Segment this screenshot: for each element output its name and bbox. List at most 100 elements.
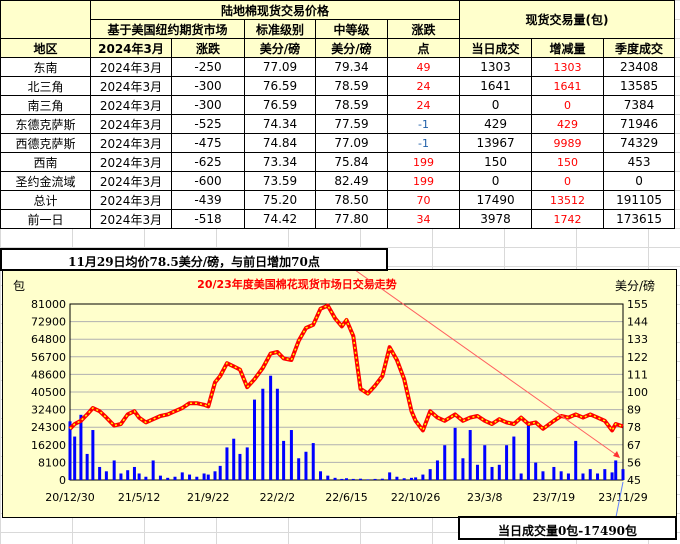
volume-bar (218, 465, 222, 480)
cotton-spot-chart: 81000 155 72900 144 64800 133 56700 122 48600 111… (2, 269, 677, 518)
table-cell: -525 (171, 114, 245, 134)
price-line (68, 303, 624, 433)
table-cell: 2024年3月 (90, 114, 172, 134)
volume-bar (188, 474, 192, 480)
column-header: 美分/磅 (244, 38, 316, 58)
spot-price-table: 陆地棉现货交易价格 现货交易量(包) 基于美国纽约期货市场 标准级别 中等级 涨… (0, 0, 676, 229)
volume-bar (588, 469, 592, 480)
x-tick: 22/6/15 (325, 491, 367, 504)
table-cell: 24 (386, 95, 461, 115)
table-cell: 49 (386, 57, 461, 77)
table-cell: 82.49 (315, 171, 388, 191)
volume-bar (126, 470, 130, 480)
volume-bar (610, 472, 614, 480)
volume-bar (541, 471, 545, 480)
table-cell: 453 (603, 152, 676, 172)
volume-bar (409, 477, 413, 480)
volume-caption: 当日成交量0包-17490包 (458, 516, 677, 540)
annotation-arrow-red (354, 269, 619, 457)
volume-bar (213, 471, 217, 480)
volume-bar (483, 445, 487, 480)
table-cell: 150 (531, 152, 605, 172)
column-header: 地区 (0, 38, 91, 58)
volume-bar (253, 399, 257, 480)
volume-bar (119, 473, 123, 480)
table-row: 圣约金流域 2024年3月 -600 73.59 82.49 199 0 0 0 (0, 171, 676, 191)
volume-bar (461, 458, 465, 480)
volume-bar (395, 476, 399, 480)
sub-header: 中等级 (315, 19, 388, 39)
table-cell: 1303 (459, 57, 533, 77)
table-cell: -300 (171, 95, 245, 115)
y-tick-left: 72900 (31, 316, 66, 329)
table-cell: 74.84 (244, 133, 316, 153)
table-cell: 0 (531, 171, 605, 191)
table-cell: 73.34 (244, 152, 316, 172)
y-tick-right: 78 (627, 421, 641, 434)
y-tick-right: 89 (627, 404, 641, 417)
y-tick-left: 81000 (31, 298, 66, 311)
table-cell: -300 (171, 76, 245, 96)
price-caption: 11月29日均价78.5美分/磅，与前日增加70点 (0, 248, 388, 271)
volume-bar (359, 478, 363, 480)
table-row: 前一日 2024年3月 -518 74.42 77.80 34 3978 1742 173615 (0, 209, 676, 229)
volume-bar (132, 466, 136, 480)
sub-header: 基于美国纽约期货市场 (90, 19, 245, 39)
volume-bar (566, 473, 570, 480)
x-tick: 23/3/8 (467, 491, 502, 504)
table-cell: 前一日 (0, 209, 91, 229)
table-cell: 13512 (531, 190, 605, 210)
y-tick-right: 45 (627, 474, 641, 487)
y-axis-label-left: 包 (13, 279, 25, 293)
table-cell: -1 (386, 114, 461, 134)
volume-bar (112, 460, 116, 480)
table-cell: 0 (603, 171, 676, 191)
volume-bar (91, 430, 95, 480)
table-cell: 2024年3月 (90, 171, 172, 191)
table-cell: 北三角 (0, 76, 91, 96)
volume-bar (180, 472, 184, 480)
volume-bar (512, 436, 516, 480)
price-group-header: 陆地棉现货交易价格 (89, 0, 461, 20)
table-cell: 74.42 (244, 209, 316, 229)
y-tick-right: 155 (627, 298, 648, 311)
table-cell: 24 (386, 76, 461, 96)
table-cell: 2024年3月 (90, 209, 172, 229)
volume-bar (614, 460, 618, 480)
table-cell: 13967 (459, 133, 533, 153)
table-cell: -600 (171, 171, 245, 191)
table-row: 西德克萨斯 2024年3月 -475 74.84 77.09 -1 13967 9989 743… (0, 133, 676, 153)
table-cell: 173615 (603, 209, 676, 229)
y-axis-label-right: 美分/磅 (615, 278, 655, 293)
column-header: 增减量 (531, 38, 605, 58)
y-tick-right: 67 (627, 439, 641, 452)
y-tick-left: 56700 (31, 351, 66, 364)
volume-bar (85, 453, 89, 480)
volume-bar (104, 471, 108, 480)
table-cell: 199 (386, 152, 461, 172)
table-row: 南三角 2024年3月 -300 76.59 78.59 24 0 0 7384 (0, 95, 676, 115)
table-cell: -1 (386, 133, 461, 153)
x-tick: 21/9/22 (187, 491, 229, 504)
table-cell: 34 (386, 209, 461, 229)
table-cell: 2024年3月 (90, 133, 172, 153)
y-tick-left: 0 (59, 474, 66, 487)
table-cell: -475 (171, 133, 245, 153)
volume-bar (206, 474, 210, 480)
volume-bar (443, 445, 447, 480)
volume-bar (581, 473, 585, 480)
volume-bar (275, 388, 279, 480)
table-cell: 7384 (603, 95, 676, 115)
table-cell: 429 (459, 114, 533, 134)
table-cell: 77.59 (315, 114, 388, 134)
volume-bar (151, 460, 155, 480)
y-tick-left: 8100 (38, 456, 66, 469)
volume-bar (603, 469, 607, 480)
volume-bar (490, 466, 494, 480)
sub-header: 标准级别 (244, 19, 316, 39)
table-cell: 78.50 (315, 190, 388, 210)
volume-bar (596, 473, 600, 480)
column-header: 2024年3月 (90, 38, 172, 58)
volume-bar (552, 466, 556, 480)
volume-group-header: 现货交易量(包) (459, 0, 676, 39)
